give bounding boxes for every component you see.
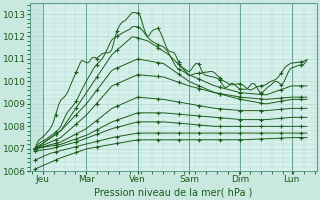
Bar xyxy=(30,3,43,171)
X-axis label: Pression niveau de la mer( hPa ): Pression niveau de la mer( hPa ) xyxy=(94,187,253,197)
Bar xyxy=(43,3,317,171)
